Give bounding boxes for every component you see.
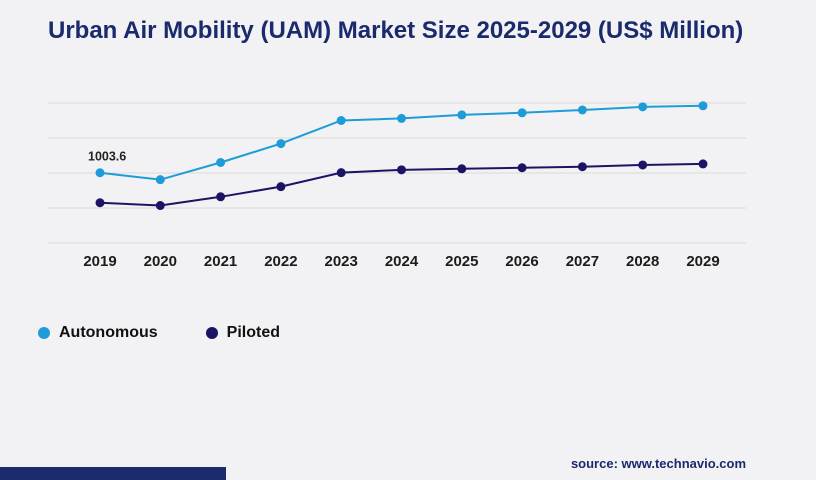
piloted-point (638, 160, 648, 170)
piloted-point (698, 159, 708, 169)
legend-label-autonomous: Autonomous (59, 324, 158, 341)
autonomous-line (99, 104, 704, 181)
autonomous-point (155, 175, 165, 185)
x-axis-label: 2023 (325, 253, 358, 270)
autonomous-point (216, 158, 226, 167)
x-axis-label: 2028 (626, 253, 659, 270)
x-axis-label: 2022 (264, 253, 297, 270)
footer-bar (0, 467, 226, 480)
autonomous-point (698, 101, 708, 111)
piloted-point (276, 182, 286, 192)
autonomous-legend-marker-icon (38, 327, 50, 339)
piloted-point (155, 201, 165, 211)
autonomous-point (577, 105, 587, 115)
chart-legend: Autonomous Piloted (38, 324, 280, 342)
piloted-point (457, 164, 467, 174)
autonomous-point (397, 113, 406, 123)
x-axis-label: 2019 (83, 253, 116, 270)
legend-label-piloted: Piloted (226, 324, 280, 341)
autonomous-point (457, 110, 467, 120)
piloted-legend-marker-icon (205, 327, 218, 339)
legend-item-autonomous: Autonomous (38, 324, 158, 342)
piloted-point (336, 168, 346, 178)
x-axis-label: 2027 (566, 253, 599, 270)
piloted-line (99, 162, 704, 207)
x-axis-label: 2020 (144, 253, 177, 270)
legend-item-piloted: Piloted (205, 324, 280, 342)
autonomous-point (638, 102, 648, 112)
piloted-point (216, 192, 226, 202)
x-axis-label: 2024 (385, 253, 419, 270)
x-axis-label: 2025 (445, 253, 478, 270)
data-label: 1003.6 (88, 150, 126, 164)
source-attribution: source: www.technavio.com (570, 456, 746, 471)
piloted-point (397, 165, 406, 175)
autonomous-point (336, 116, 346, 125)
piloted-point (577, 162, 587, 172)
x-axis-label: 2021 (204, 253, 237, 270)
autonomous-point (95, 168, 105, 178)
chart-title: Urban Air Mobility (UAM) Market Size 202… (48, 17, 744, 44)
x-axis-label: 2026 (505, 253, 538, 270)
autonomous-point (517, 108, 527, 118)
x-axis-label: 2029 (686, 253, 719, 270)
piloted-point (517, 163, 527, 173)
autonomous-point (276, 139, 286, 149)
piloted-point (95, 198, 105, 208)
